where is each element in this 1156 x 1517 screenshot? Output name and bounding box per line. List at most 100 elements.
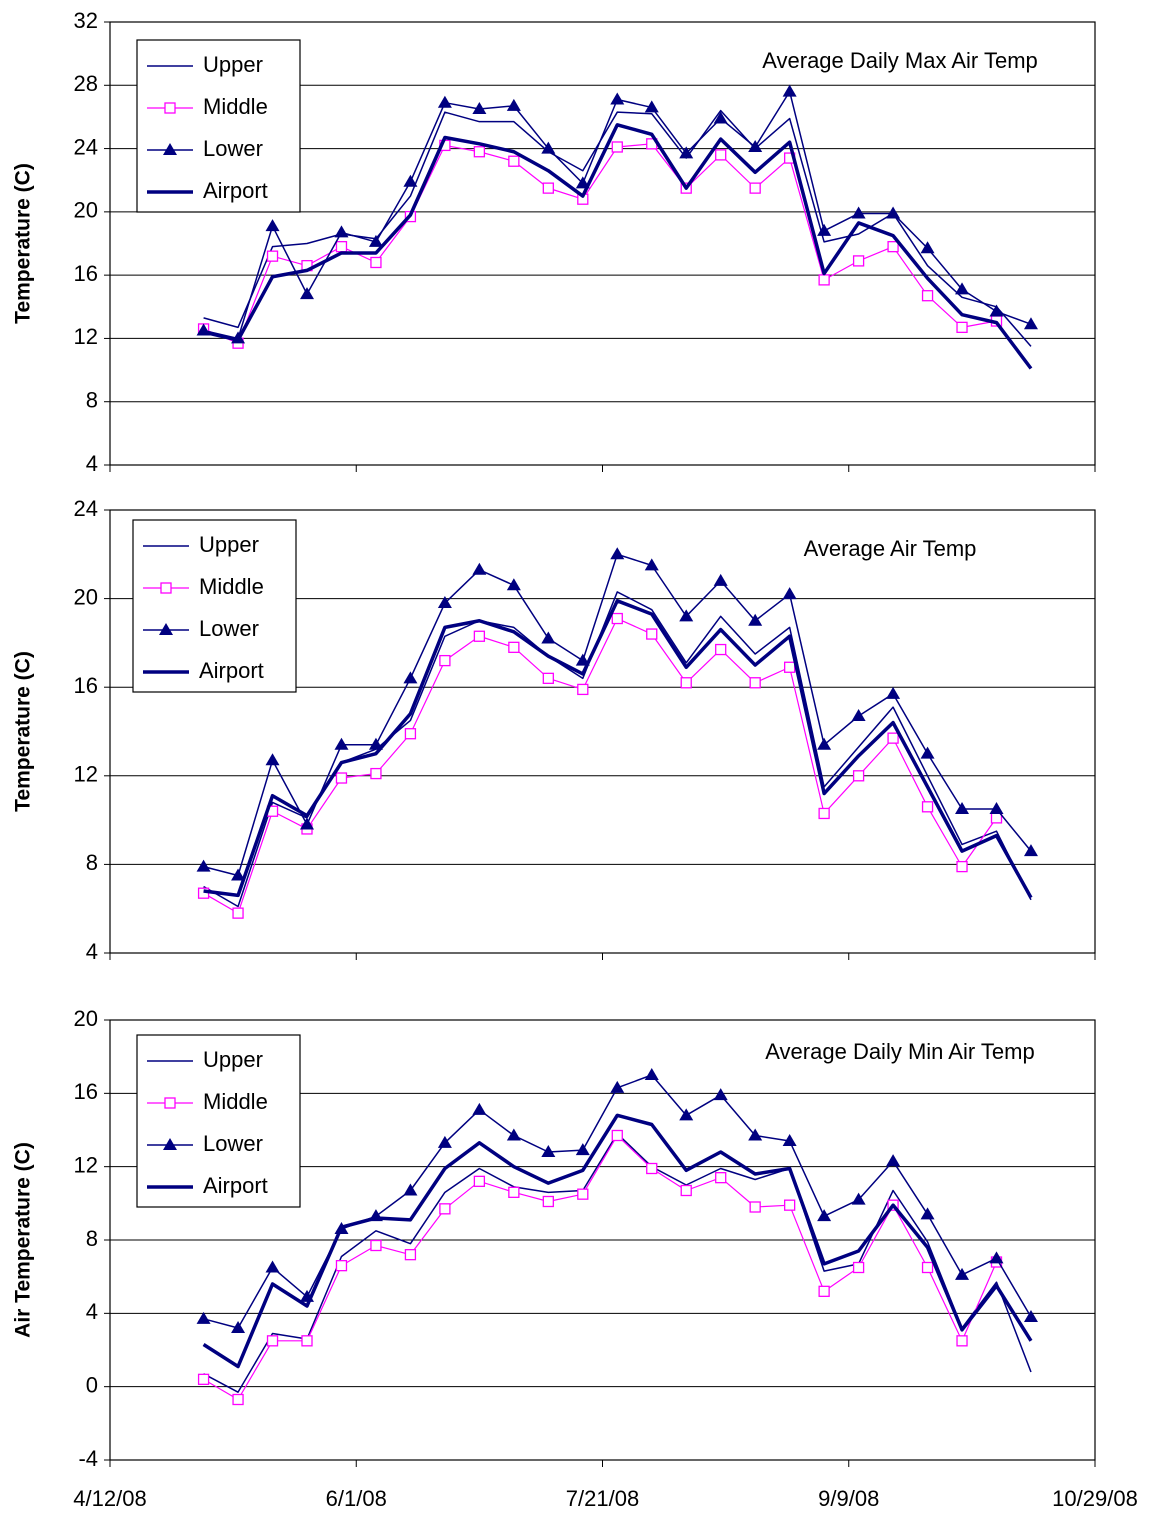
marker-triangle xyxy=(782,1134,797,1146)
y-tick-label: 20 xyxy=(74,584,98,609)
marker-triangle xyxy=(782,587,797,600)
chart-title: Average Daily Max Air Temp xyxy=(762,48,1038,73)
x-tick-label: 7/21/08 xyxy=(566,1486,639,1511)
marker-square xyxy=(611,1129,623,1142)
series-line xyxy=(203,123,1033,370)
marker-triangle xyxy=(265,753,280,766)
marker-square xyxy=(680,677,692,689)
marker-triangle xyxy=(334,737,349,750)
marker-triangle xyxy=(541,141,556,154)
marker-square xyxy=(749,1201,761,1213)
marker-square xyxy=(646,628,658,640)
series-line xyxy=(203,143,997,344)
marker-square xyxy=(921,801,934,813)
marker-square xyxy=(301,1335,313,1347)
marker-square xyxy=(577,683,589,696)
marker-triangle xyxy=(782,84,797,97)
marker-triangle xyxy=(1023,1310,1038,1322)
marker-square xyxy=(784,1199,796,1211)
y-tick-label: 16 xyxy=(74,261,98,286)
marker-triangle xyxy=(713,111,728,124)
marker-square xyxy=(266,1335,279,1347)
marker-square xyxy=(577,1188,589,1200)
legend-marker xyxy=(159,623,173,635)
marker-square xyxy=(370,767,382,780)
marker-square xyxy=(784,661,796,673)
marker-triangle xyxy=(920,1207,935,1220)
y-axis-label: Temperature (C) xyxy=(12,163,35,324)
y-tick-label: 4 xyxy=(86,1299,98,1324)
marker-triangle xyxy=(851,708,866,721)
y-tick-label: 20 xyxy=(74,1006,98,1031)
y-tick-label: 24 xyxy=(74,134,98,159)
marker-square xyxy=(852,770,865,782)
marker-triangle xyxy=(472,1102,487,1115)
y-tick-label: 8 xyxy=(86,388,98,413)
marker-square xyxy=(921,290,934,302)
legend-box xyxy=(136,39,301,213)
marker-square xyxy=(542,1195,554,1208)
marker-triangle xyxy=(748,613,763,626)
y-tick-label: 8 xyxy=(86,1226,98,1251)
marker-triangle xyxy=(748,1128,763,1141)
marker-square xyxy=(232,907,244,919)
marker-square xyxy=(956,860,968,873)
marker-square xyxy=(370,256,382,269)
marker-triangle xyxy=(231,1321,246,1333)
marker-triangle xyxy=(955,1267,970,1280)
marker-square xyxy=(818,807,830,820)
y-tick-label: 4 xyxy=(86,939,98,964)
marker-square xyxy=(852,255,865,267)
chart-title: Average Air Temp xyxy=(804,536,977,561)
marker-triangle xyxy=(506,578,521,591)
series-line xyxy=(203,1134,998,1401)
marker-triangle xyxy=(886,206,901,219)
marker-square xyxy=(232,1393,244,1406)
marker-triangle xyxy=(610,1080,625,1093)
y-tick-label: 8 xyxy=(86,850,98,875)
marker-triangle xyxy=(472,562,487,575)
y-tick-label: 12 xyxy=(74,1152,98,1177)
marker-triangle xyxy=(955,802,970,815)
legend-box xyxy=(136,1034,301,1208)
marker-triangle xyxy=(989,802,1004,815)
marker-triangle xyxy=(920,746,935,759)
marker-square xyxy=(680,1184,692,1197)
marker-square xyxy=(508,1186,520,1198)
marker-triangle xyxy=(541,631,556,644)
marker-triangle xyxy=(886,686,901,699)
legend-box xyxy=(132,519,297,693)
marker-triangle xyxy=(679,1108,694,1121)
marker-square xyxy=(404,728,417,740)
y-tick-label: 20 xyxy=(74,198,98,223)
legend-label: Middle xyxy=(203,1089,268,1114)
marker-square xyxy=(715,149,727,161)
legend-label: Lower xyxy=(203,136,263,161)
x-tick-label: 9/9/08 xyxy=(818,1486,879,1511)
marker-square xyxy=(611,612,623,625)
y-tick-label: 12 xyxy=(74,762,98,787)
legend-marker xyxy=(164,1097,176,1109)
marker-square xyxy=(370,1239,382,1252)
marker-triangle xyxy=(748,139,763,152)
marker-triangle xyxy=(506,98,521,111)
marker-square xyxy=(749,182,761,194)
panel: -4 0 4 8 12 16 20 4/12/08 6/1/08 7/21/08 9/9/08 10/… xyxy=(12,1006,1138,1511)
x-tick-label: 6/1/08 xyxy=(326,1486,387,1511)
marker-triangle xyxy=(713,573,728,586)
marker-triangle xyxy=(368,737,383,750)
legend-label: Upper xyxy=(199,532,259,557)
marker-triangle xyxy=(989,1251,1004,1264)
marker-triangle xyxy=(196,859,211,872)
marker-square xyxy=(921,1261,934,1274)
marker-square xyxy=(335,772,348,784)
marker-triangle xyxy=(817,737,832,750)
marker-triangle xyxy=(368,234,383,247)
y-tick-label: 32 xyxy=(74,8,98,33)
marker-square xyxy=(887,732,899,744)
x-tick-label: 4/12/08 xyxy=(73,1486,146,1511)
marker-triangle xyxy=(989,304,1004,317)
marker-square xyxy=(439,654,451,667)
legend-label: Airport xyxy=(203,1173,268,1198)
